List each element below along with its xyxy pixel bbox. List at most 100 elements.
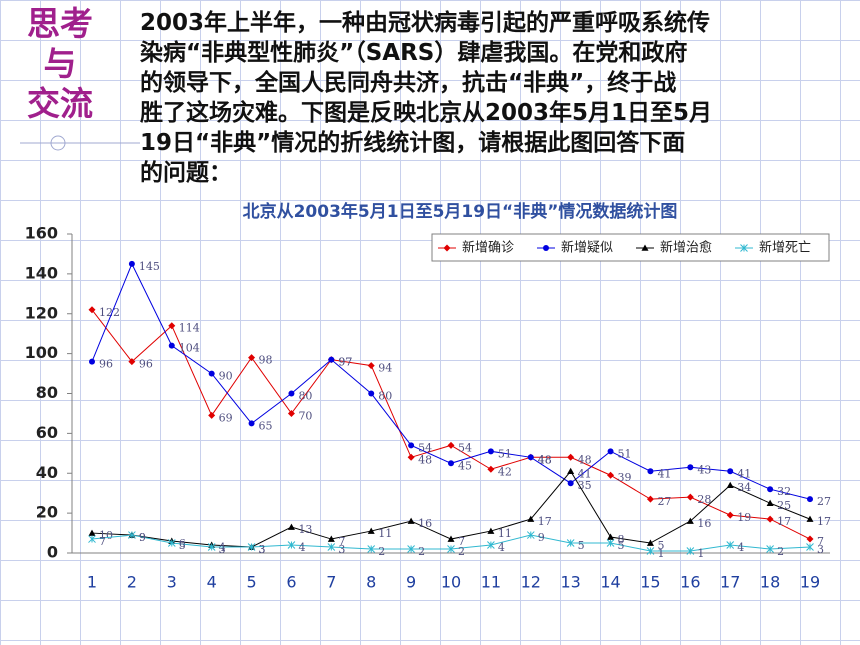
data-label: 4 [737, 541, 744, 554]
marker [128, 358, 136, 366]
data-label: 48 [538, 453, 552, 466]
data-label: 5 [578, 539, 585, 552]
data-label: 3 [817, 543, 824, 556]
marker [408, 442, 415, 449]
marker [168, 322, 176, 330]
marker [607, 471, 615, 479]
x-tick-label: 12 [521, 573, 541, 592]
legend-marker [641, 244, 649, 251]
x-tick-label: 10 [441, 573, 461, 592]
marker [566, 539, 575, 547]
data-label: 9 [139, 531, 146, 544]
data-label: 4 [298, 541, 305, 554]
marker [88, 535, 96, 543]
paragraph-line: 的问题： [140, 160, 232, 186]
data-label: 54 [418, 441, 432, 454]
x-tick-label: 8 [366, 573, 376, 592]
data-label: 70 [298, 409, 312, 422]
title-line: 与 [43, 44, 77, 83]
data-label: 32 [777, 485, 791, 498]
y-tick-label: 160 [25, 224, 58, 243]
data-label: 80 [298, 390, 312, 403]
data-label: 1 [697, 547, 704, 560]
data-label: 48 [418, 453, 432, 466]
data-label: 2 [458, 545, 465, 558]
data-label: 25 [777, 499, 791, 512]
data-label: 4 [219, 541, 226, 554]
marker [208, 370, 215, 377]
data-label: 6 [179, 537, 186, 550]
paragraph-line: 2003年上半年，一种由冠状病毒引起的严重呼吸系统传 [140, 10, 711, 36]
marker [567, 453, 575, 461]
slide-title: 思考与交流 [14, 4, 106, 124]
marker [806, 535, 814, 543]
paragraph-line: 染病“非典型性肺炎”（SARS）肆虐我国。在党和政府 [140, 40, 688, 66]
marker [527, 454, 534, 461]
legend-label: 新增疑似 [561, 240, 613, 256]
paragraph-line: 19日“非典”情况的折线统计图，请根据此图回答下面 [140, 130, 686, 156]
marker [407, 453, 415, 461]
marker [447, 535, 455, 542]
y-tick-label: 40 [36, 463, 58, 482]
paragraph-line: 胜了这场灾难。下图是反映北京从2003年5月1日至5月 [140, 100, 713, 126]
x-tick-label: 14 [600, 573, 620, 592]
data-label: 97 [338, 356, 352, 369]
marker [88, 529, 96, 536]
x-tick-label: 4 [207, 573, 217, 592]
x-tick-label: 17 [720, 573, 740, 592]
data-label: 145 [139, 260, 160, 273]
marker [727, 468, 734, 475]
y-tick-label: 140 [25, 263, 58, 282]
marker [167, 539, 176, 547]
x-tick-label: 3 [167, 573, 177, 592]
data-label: 5 [657, 539, 664, 552]
marker [726, 511, 734, 519]
data-label: 7 [817, 535, 824, 548]
chart-title: 北京从2003年5月1日至5月19日“非典”情况数据统计图 [243, 201, 678, 222]
data-label: 13 [298, 523, 312, 536]
legend-label: 新增确诊 [462, 240, 514, 256]
marker [766, 499, 774, 506]
data-label: 17 [777, 515, 791, 528]
marker [208, 411, 216, 419]
marker [807, 496, 813, 503]
marker [247, 543, 256, 551]
data-label: 2 [777, 545, 784, 558]
y-tick-label: 120 [25, 303, 58, 322]
data-label: 1 [657, 547, 664, 560]
marker [89, 358, 95, 365]
marker [207, 543, 216, 551]
marker [606, 539, 615, 547]
data-label: 28 [697, 493, 711, 506]
title-line: 交流 [27, 84, 93, 123]
marker [647, 468, 654, 475]
marker [128, 531, 136, 539]
x-tick-label: 1 [87, 573, 97, 592]
x-tick-label: 7 [326, 573, 336, 592]
data-label: 41 [737, 467, 751, 480]
marker [567, 480, 574, 487]
data-label: 51 [498, 447, 512, 460]
data-label: 94 [378, 362, 392, 375]
marker [367, 362, 375, 370]
marker [168, 342, 175, 349]
marker [287, 541, 296, 549]
data-label: 3 [259, 543, 266, 556]
marker [687, 464, 694, 471]
data-label: 17 [817, 515, 831, 528]
data-label: 9 [538, 531, 545, 544]
data-label: 5 [618, 539, 625, 552]
data-label: 65 [259, 419, 273, 432]
marker [128, 260, 135, 267]
marker [487, 541, 495, 549]
data-label: 41 [657, 467, 671, 480]
x-tick-label: 13 [560, 573, 580, 592]
data-label: 41 [578, 467, 592, 480]
marker [248, 354, 256, 362]
marker [686, 517, 694, 524]
data-label: 7 [338, 535, 345, 548]
x-tick-label: 19 [800, 573, 820, 592]
title-line: 思考 [27, 4, 93, 43]
x-tick-label: 15 [640, 573, 660, 592]
legend: 新增确诊 新增疑似 新增治愈 新增死亡 [431, 233, 830, 262]
